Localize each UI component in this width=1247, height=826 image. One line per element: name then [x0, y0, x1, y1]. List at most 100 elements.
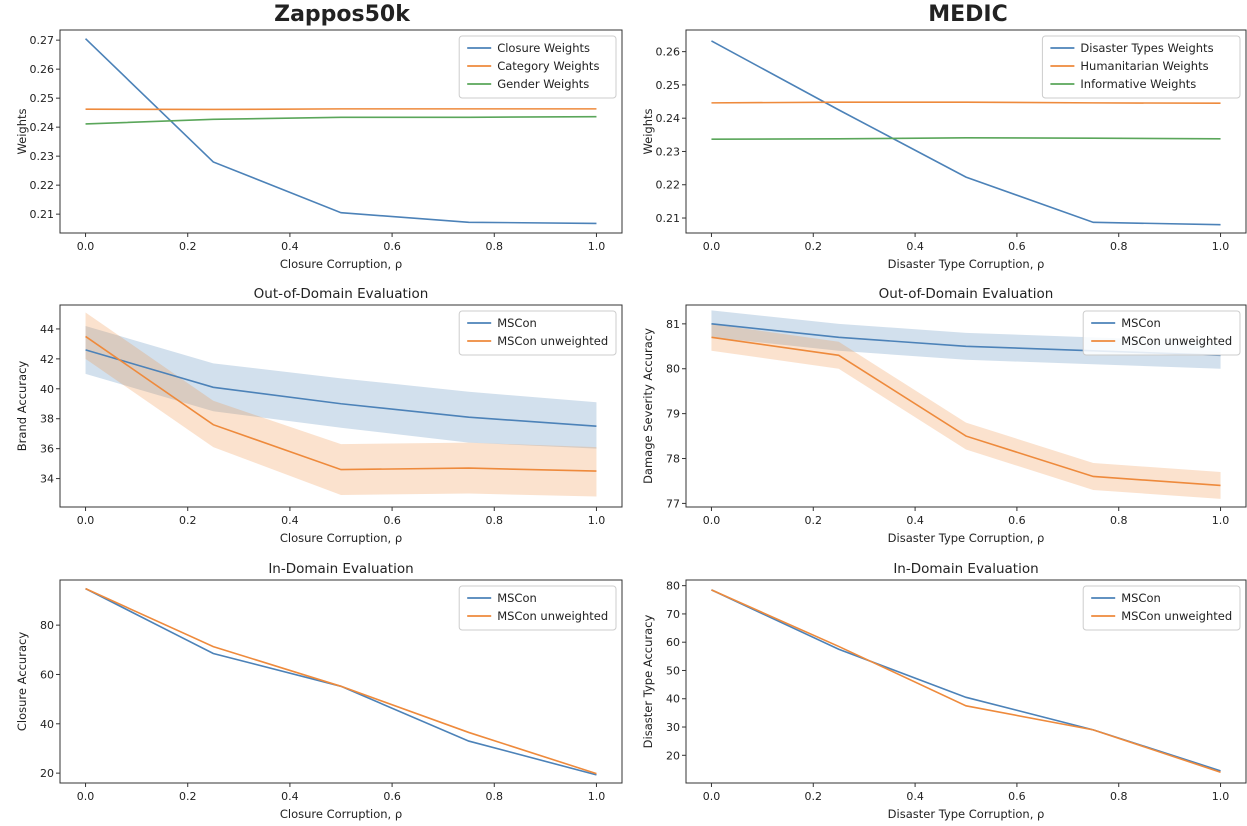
axes-frame: [685, 304, 1247, 508]
series-line-1: [711, 336, 1221, 487]
x-tick-label: 0.6: [383, 240, 401, 253]
axes-frame: [59, 579, 623, 784]
x-tick-label: 0.8: [486, 790, 504, 803]
x-axis-label: Closure Corruption, ρ: [280, 257, 402, 271]
y-tick-label: 38: [40, 413, 54, 426]
y-axis-label: Weights: [641, 108, 655, 154]
x-tick-label: 0.8: [486, 240, 504, 253]
y-tick-label: 20: [40, 767, 54, 780]
series-line-1: [85, 335, 597, 472]
x-tick-label: 1.0: [1212, 514, 1230, 527]
x-tick-label: 0.2: [805, 514, 823, 527]
y-tick-label: 0.26: [30, 63, 55, 76]
legend-box: [458, 35, 617, 99]
x-axis-label: Disaster Type Corruption, ρ: [888, 807, 1045, 821]
column-title-medic: MEDIC: [928, 2, 1008, 27]
x-tick-label: 0.4: [281, 240, 299, 253]
axes-frame: [685, 579, 1247, 784]
legend-label: MSCon: [1121, 316, 1161, 330]
legend-label: Informative Weights: [1080, 77, 1196, 91]
y-tick-label: 0.25: [30, 92, 55, 105]
legend: MSCon MSCon unweighted: [1082, 585, 1241, 631]
y-tick-label: 40: [666, 693, 680, 706]
y-tick-label: 80: [40, 619, 54, 632]
x-tick-label: 0.6: [383, 790, 401, 803]
series-line-1: [85, 587, 597, 775]
chart-panel-0: 0.0 0.2 0.4 0.6 0.8 1.0 0.21 0.22 0.23 0.24 0.25 0.…: [15, 29, 623, 271]
x-tick-label: 0.2: [805, 790, 823, 803]
legend-box: [1041, 35, 1241, 99]
y-tick-label: 77: [666, 497, 680, 510]
x-tick-label: 0.6: [383, 514, 401, 527]
y-tick-label: 30: [666, 721, 680, 734]
x-tick-label: 0.0: [703, 240, 721, 253]
legend-box: [458, 585, 617, 631]
legend-label: Gender Weights: [497, 77, 589, 91]
x-axis-label: Disaster Type Corruption, ρ: [888, 257, 1045, 271]
series-line-1: [85, 108, 597, 111]
series-line-2: [85, 115, 597, 125]
confidence-band-1: [711, 323, 1221, 499]
x-tick-label: 0.6: [1008, 240, 1026, 253]
legend-label: MSCon: [1121, 591, 1161, 605]
x-tick-label: 0.0: [703, 790, 721, 803]
y-tick-label: 44: [40, 323, 54, 336]
y-tick-label: 34: [40, 473, 54, 486]
axes-frame: [59, 304, 623, 508]
legend-box: [1082, 585, 1241, 631]
x-tick-label: 0.4: [281, 790, 299, 803]
chart-panel-3: 0.0 0.2 0.4 0.6 0.8 1.0 77 78 79 80 81 Disaster Typ…: [641, 286, 1247, 545]
axes-frame: [685, 29, 1247, 234]
x-tick-label: 1.0: [588, 240, 606, 253]
y-tick-label: 40: [40, 718, 54, 731]
panel-title: In-Domain Evaluation: [893, 561, 1038, 577]
legend-label: MSCon: [497, 591, 537, 605]
x-tick-label: 0.2: [179, 790, 197, 803]
series-line-0: [85, 349, 597, 427]
legend: MSCon MSCon unweighted: [458, 585, 617, 631]
chart-panel-4: 0.0 0.2 0.4 0.6 0.8 1.0 20 40 60 80 Closure Corrup…: [15, 561, 623, 821]
y-tick-label: 0.21: [656, 212, 681, 225]
chart-panel-2: 0.0 0.2 0.4 0.6 0.8 1.0 34 36 38 40 42 44 Closure Co…: [15, 286, 623, 545]
x-tick-label: 1.0: [588, 790, 606, 803]
x-tick-label: 1.0: [1212, 790, 1230, 803]
y-axis-label: Disaster Type Accuracy: [641, 614, 655, 748]
x-tick-label: 0.0: [703, 514, 721, 527]
y-tick-label: 70: [666, 608, 680, 621]
y-tick-label: 0.23: [30, 150, 55, 163]
y-tick-label: 0.25: [656, 79, 681, 92]
x-tick-label: 1.0: [1212, 240, 1230, 253]
x-tick-label: 0.2: [179, 240, 197, 253]
panel-title: In-Domain Evaluation: [268, 561, 413, 577]
confidence-band-1: [85, 312, 597, 497]
x-axis-label: Disaster Type Corruption, ρ: [888, 531, 1045, 545]
y-tick-label: 60: [666, 636, 680, 649]
legend-label: MSCon unweighted: [497, 334, 608, 348]
legend-label: Humanitarian Weights: [1080, 59, 1208, 73]
legend-label: Closure Weights: [497, 41, 590, 55]
legend-label: MSCon unweighted: [1121, 334, 1232, 348]
y-tick-label: 80: [666, 580, 680, 593]
legend: MSCon MSCon unweighted: [458, 310, 617, 356]
legend-label: Category Weights: [497, 59, 599, 73]
y-tick-label: 0.24: [30, 121, 55, 134]
y-tick-label: 20: [666, 749, 680, 762]
column-title-zappos50k: Zappos50k: [274, 2, 410, 27]
x-tick-label: 0.0: [77, 240, 95, 253]
legend-label: Disaster Types Weights: [1080, 41, 1213, 55]
y-tick-label: 0.22: [30, 179, 55, 192]
chart-panel-1: 0.0 0.2 0.4 0.6 0.8 1.0 0.21 0.22 0.23 0.24 0.25 0.…: [641, 29, 1247, 271]
chart-panel-5: 0.0 0.2 0.4 0.6 0.8 1.0 20 30 40 50 60 70 80 Disaster…: [641, 561, 1247, 821]
panel-title: Out-of-Domain Evaluation: [879, 286, 1054, 302]
legend-box: [458, 310, 617, 356]
legend-label: MSCon unweighted: [1121, 609, 1232, 623]
y-tick-label: 78: [666, 453, 680, 466]
legend: MSCon MSCon unweighted: [1082, 310, 1241, 356]
series-line-2: [711, 137, 1221, 140]
x-tick-label: 0.6: [1008, 514, 1026, 527]
panel-title: Out-of-Domain Evaluation: [254, 286, 429, 302]
x-axis-label: Closure Corruption, ρ: [280, 531, 402, 545]
x-tick-label: 1.0: [588, 514, 606, 527]
y-tick-label: 79: [666, 408, 680, 421]
